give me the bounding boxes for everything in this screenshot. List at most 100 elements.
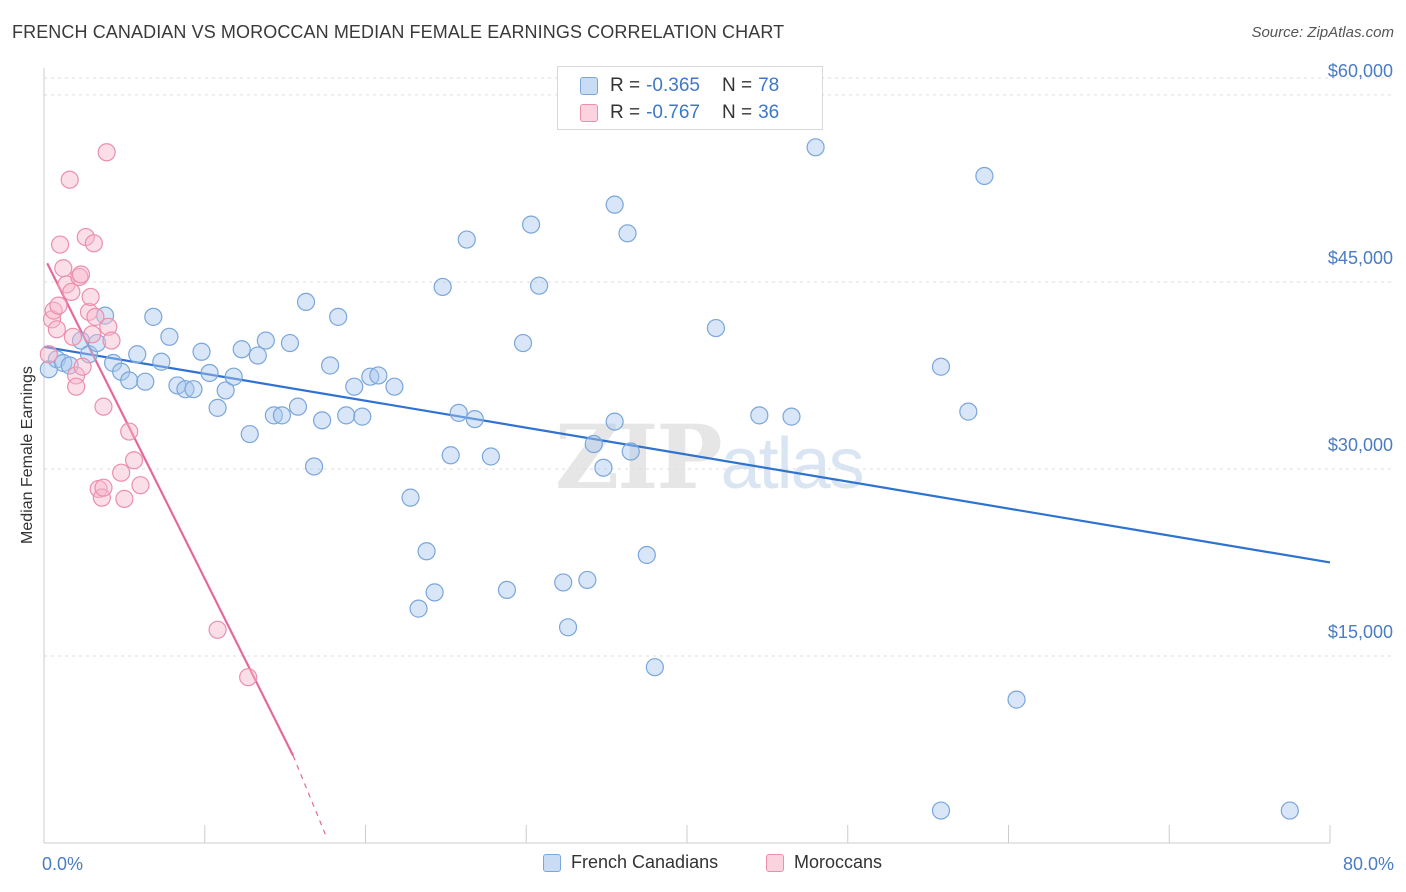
legend-swatch-blue [580,77,598,95]
point-french-canadians [160,327,179,346]
point-moroccans [47,320,66,339]
point-french-canadians [457,230,476,249]
point-moroccans [73,357,92,376]
axes [43,68,1331,844]
point-french-canadians [530,276,549,295]
legend-n-label: N = [721,75,753,96]
point-moroccans [44,301,63,320]
legend-swatch-pink [766,853,784,872]
legend-label-french-canadians: French Canadians [571,852,719,872]
legend-r-value: -0.767 [646,102,700,123]
trend-line-french-canadians [43,345,1331,564]
legend-item-moroccans: Moroccans [766,852,882,873]
point-french-canadians [806,138,825,157]
point-moroccans [120,422,139,441]
stats-legend: R = -0.365 N = 78 R = -0.767 N = 36 [557,66,823,130]
y-axis-label: Median Female Earnings [19,366,36,544]
point-french-canadians [605,412,624,431]
point-french-canadians [521,215,541,234]
point-moroccans [39,345,58,364]
point-moroccans [49,296,68,315]
point-french-canadians [782,407,801,426]
chart-title: FRENCH CANADIAN VS MOROCCAN MEDIAN FEMAL… [12,22,785,42]
point-french-canadians [618,224,637,243]
point-moroccans [63,327,83,346]
moroccans-points [39,143,258,687]
point-french-canadians [329,307,348,326]
point-french-canadians [605,195,624,214]
point-moroccans [81,287,100,307]
point-french-canadians [345,377,364,396]
legend-r-label: R = [610,75,641,96]
legend-label-moroccans: Moroccans [794,852,883,872]
point-french-canadians [60,356,79,375]
point-french-canadians [513,333,533,353]
point-french-canadians [554,573,573,592]
point-moroccans [97,143,116,162]
x-tick-label-min: 0.0% [42,854,83,874]
trend-line-moroccans-extension [292,755,326,835]
point-french-canadians [578,570,597,590]
point-french-canadians [152,352,171,371]
point-french-canadians [433,277,452,297]
legend-r-value: -0.365 [646,75,700,96]
y-tick-label: $60,000 [1328,61,1393,81]
point-french-canadians [975,166,994,186]
point-french-canadians [288,397,308,416]
x-tick-label-max: 80.0% [1343,854,1394,874]
point-moroccans [54,259,73,278]
point-french-canadians [136,372,155,391]
point-french-canadians [321,356,340,375]
point-french-canadians [1007,690,1026,709]
point-french-canadians [184,380,203,399]
point-moroccans [115,489,134,508]
point-moroccans [84,234,103,253]
legend-swatch-blue [543,853,561,872]
y-tick-label: $15,000 [1328,622,1393,642]
point-french-canadians [337,406,356,425]
series-legend: French Canadians Moroccans [0,852,1406,878]
point-moroccans [60,170,79,189]
point-french-canadians [200,363,219,383]
legend-row-moroccans: R = -0.767 N = 36 [580,101,779,125]
legend-row-french-canadians: R = -0.365 N = 78 [580,74,779,98]
watermark: ZIPatlas [555,405,865,509]
point-french-canadians [208,398,227,417]
point-french-canadians [304,457,324,476]
x-tick-labels: 0.0% 80.0% [42,854,1394,874]
point-french-canadians [385,377,404,396]
point-french-canadians [87,333,107,353]
legend-swatch-pink [580,104,598,122]
point-french-canadians [232,340,251,359]
legend-n-value: 36 [758,102,780,123]
point-moroccans [62,282,81,302]
point-moroccans [67,377,86,396]
point-moroccans [94,397,113,416]
y-tick-labels: $15,000 $30,000 $45,000 $60,000 [1328,61,1393,642]
point-moroccans [131,476,150,495]
point-french-canadians [120,371,139,390]
point-french-canadians [1280,801,1299,820]
grid-lines [44,77,1394,657]
french-canadians-points [39,138,1299,820]
point-french-canadians [497,580,517,600]
point-french-canadians [144,307,163,326]
point-moroccans [239,668,258,687]
point-french-canadians [248,346,267,365]
point-french-canadians [558,618,578,637]
point-moroccans [50,235,70,254]
point-french-canadians [441,446,460,465]
point-french-canadians [240,424,259,444]
point-french-canadians [272,406,292,425]
point-french-canadians [594,458,613,477]
legend-r-label: R = [610,102,641,123]
point-french-canadians [401,488,420,507]
point-moroccans [99,317,118,336]
point-moroccans [94,478,113,497]
point-french-canadians [621,442,640,461]
point-french-canadians [256,331,275,350]
point-french-canadians [465,409,484,429]
point-moroccans [124,451,144,470]
y-tick-label: $30,000 [1328,435,1393,455]
